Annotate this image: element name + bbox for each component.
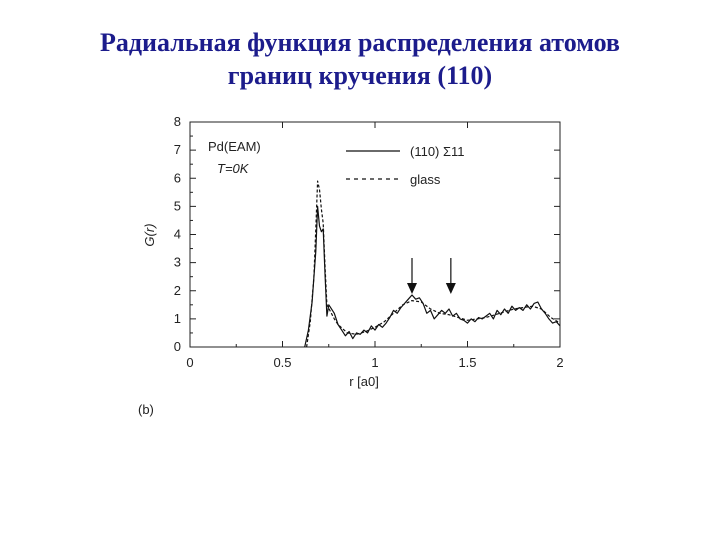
arrow-annotations <box>407 258 456 294</box>
y-tick-label: 3 <box>174 255 181 270</box>
x-tick-label: 0 <box>186 355 193 370</box>
series-layer <box>304 180 561 348</box>
x-tick-label: 1 <box>371 355 378 370</box>
y-axis-label: G(r) <box>142 223 157 246</box>
x-axis-label: r [a0] <box>349 374 379 389</box>
axis-ticks: 0 1 2 3 4 5 6 7 8 0 0.5 1 1.5 2 <box>174 114 564 370</box>
temperature-annotation: T=0K <box>217 161 250 176</box>
x-tick-label: 1.5 <box>458 355 476 370</box>
y-tick-label: 0 <box>174 339 181 354</box>
panel-label: (b) <box>138 402 154 417</box>
x-tick-label: 0.5 <box>273 355 291 370</box>
legend-label-solid: (110) Σ11 <box>410 144 465 159</box>
y-tick-label: 4 <box>174 227 181 242</box>
plot-frame <box>189 121 561 348</box>
series-line-glass <box>306 180 561 348</box>
y-tick-label: 1 <box>174 311 181 326</box>
y-tick-label: 2 <box>174 283 181 298</box>
arrow-marker <box>407 258 417 294</box>
legend: (110) Σ11 glass <box>346 144 465 187</box>
x-tick-label: 2 <box>556 355 563 370</box>
arrow-marker <box>445 258 456 294</box>
legend-label-dashed: glass <box>410 172 441 187</box>
y-tick-label: 5 <box>174 198 181 213</box>
slide-title: Радиальная функция распределения атомов … <box>40 26 680 92</box>
system-annotation: Pd(EAM) <box>208 139 261 154</box>
y-tick-label: 8 <box>174 114 181 129</box>
y-tick-label: 7 <box>174 142 181 157</box>
slide-title-line-2: границ кручения (110) <box>227 61 493 90</box>
slide-title-line-1: Радиальная функция распределения атомов <box>100 28 620 57</box>
series-line-grain-boundary <box>304 205 561 348</box>
y-tick-label: 6 <box>174 170 181 185</box>
